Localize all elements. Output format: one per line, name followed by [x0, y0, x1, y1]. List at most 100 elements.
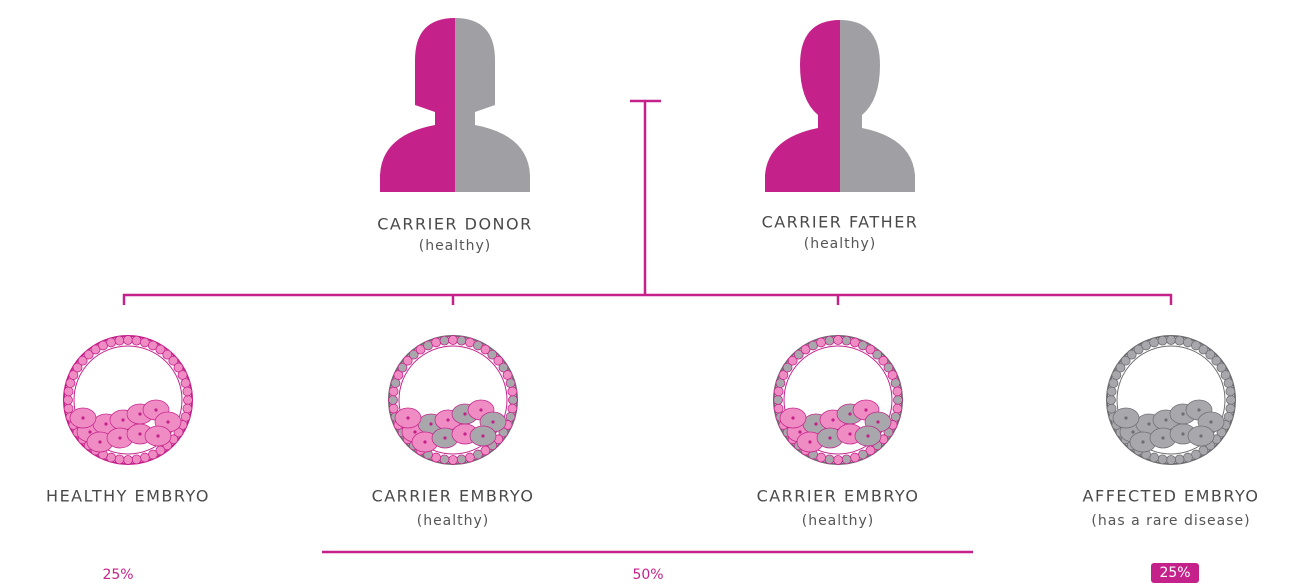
embryo-cell	[107, 338, 116, 347]
embryo-cell	[1226, 404, 1235, 413]
embryo-cell	[389, 404, 398, 413]
embryo-cell	[1167, 336, 1176, 345]
embryo-cell	[449, 336, 458, 345]
percentage: 25%	[1159, 565, 1190, 581]
embryo-nucleus	[423, 440, 426, 443]
embryo-nucleus	[118, 436, 121, 439]
percentage: 25%	[102, 567, 133, 583]
embryo-cell	[509, 396, 518, 405]
embryo-note: (healthy)	[417, 513, 490, 529]
embryo-cell	[115, 455, 124, 464]
embryo-cell	[389, 387, 398, 396]
parent-note: (healthy)	[419, 238, 492, 254]
embryo-nucleus	[88, 430, 91, 433]
embryo-note: (healthy)	[802, 513, 875, 529]
embryo-cell	[1158, 455, 1167, 464]
embryo-cell	[449, 456, 458, 465]
embryo-cell	[893, 404, 902, 413]
embryo-cell	[1107, 404, 1116, 413]
embryo-cell	[508, 387, 517, 396]
embryo-nucleus	[81, 416, 84, 419]
embryo-nucleus	[138, 432, 141, 435]
embryo-nucleus	[864, 408, 867, 411]
embryo-nucleus	[154, 408, 157, 411]
embryo-nucleus	[876, 420, 879, 423]
embryo-cell	[506, 379, 515, 388]
embryo-label: CARRIER EMBRYO	[372, 487, 535, 506]
embryo-nucleus	[1124, 416, 1127, 419]
embryo-nucleus	[479, 408, 482, 411]
embryo-cell	[183, 404, 192, 413]
embryo-cell	[440, 455, 449, 464]
embryo-cell	[132, 455, 141, 464]
embryo-nucleus	[1199, 434, 1202, 437]
embryo-nucleus	[138, 412, 141, 415]
embryo-cell	[64, 404, 73, 413]
embryo-cell	[1183, 453, 1192, 462]
embryo-nucleus	[463, 412, 466, 415]
embryo-cell	[1226, 387, 1235, 396]
embryo-nucleus	[413, 430, 416, 433]
embryo-cell	[508, 404, 517, 413]
embryo-nucleus	[848, 412, 851, 415]
embryo-cell	[894, 396, 903, 405]
embryo-cell	[774, 387, 783, 396]
embryo-nucleus	[481, 434, 484, 437]
embryo-nucleus	[1131, 430, 1134, 433]
embryo-nucleus	[446, 418, 449, 421]
embryo-cell	[1224, 379, 1233, 388]
embryo-nucleus	[156, 434, 159, 437]
embryo-cell	[817, 338, 826, 347]
embryo-cell	[842, 336, 851, 345]
embryo-nucleus	[1197, 408, 1200, 411]
embryo-nucleus	[808, 440, 811, 443]
parent-note: (healthy)	[804, 236, 877, 252]
father-silhouette	[765, 20, 915, 192]
embryo-nucleus	[831, 418, 834, 421]
embryo-cell	[181, 379, 190, 388]
embryo-label: HEALTHY EMBRYO	[46, 487, 210, 506]
embryo-nucleus	[814, 422, 817, 425]
embryo-cell	[184, 396, 193, 405]
embryo-nucleus	[491, 420, 494, 423]
inheritance-diagram: CARRIER DONOR (healthy) CARRIER FATHER (…	[0, 0, 1305, 584]
embryo-cell	[842, 455, 851, 464]
embryo-nucleus	[463, 432, 466, 435]
embryo-cell	[1107, 387, 1116, 396]
embryo-nucleus	[848, 432, 851, 435]
connectors	[123, 101, 1172, 552]
embryo-cell	[891, 379, 900, 388]
embryo-nucleus	[104, 422, 107, 425]
embryo-nucleus	[1164, 418, 1167, 421]
embryo-nucleus	[1161, 436, 1164, 439]
embryo-cell	[825, 455, 834, 464]
embryo-cell	[457, 455, 466, 464]
parent-label: CARRIER FATHER	[762, 213, 919, 232]
embryo-cell	[1175, 336, 1184, 345]
embryo-cell	[389, 396, 398, 405]
embryo-cell	[115, 336, 124, 345]
embryo-cell	[774, 404, 783, 413]
embryo-cell	[132, 336, 141, 345]
embryo-cell	[64, 396, 73, 405]
embryo-cell	[893, 387, 902, 396]
embryo-cell	[1175, 455, 1184, 464]
embryo-nucleus	[121, 418, 124, 421]
embryo-label: AFFECTED EMBRYO	[1083, 487, 1260, 506]
parent-label: CARRIER DONOR	[377, 215, 532, 234]
embryo-nucleus	[1181, 412, 1184, 415]
embryo-cell	[457, 336, 466, 345]
embryo-label: CARRIER EMBRYO	[757, 487, 920, 506]
embryo-nucleus	[791, 416, 794, 419]
embryo-cell	[1167, 456, 1176, 465]
embryo-nucleus	[798, 430, 801, 433]
percentage: 50%	[632, 567, 663, 583]
embryo-cell	[140, 453, 149, 462]
embryo-cell	[834, 456, 843, 465]
embryo-nucleus	[1147, 422, 1150, 425]
embryo-cell	[1227, 396, 1236, 405]
embryo-cell	[440, 336, 449, 345]
embryo-nucleus	[1141, 440, 1144, 443]
embryo-cell	[432, 338, 441, 347]
embryos	[64, 336, 1236, 465]
